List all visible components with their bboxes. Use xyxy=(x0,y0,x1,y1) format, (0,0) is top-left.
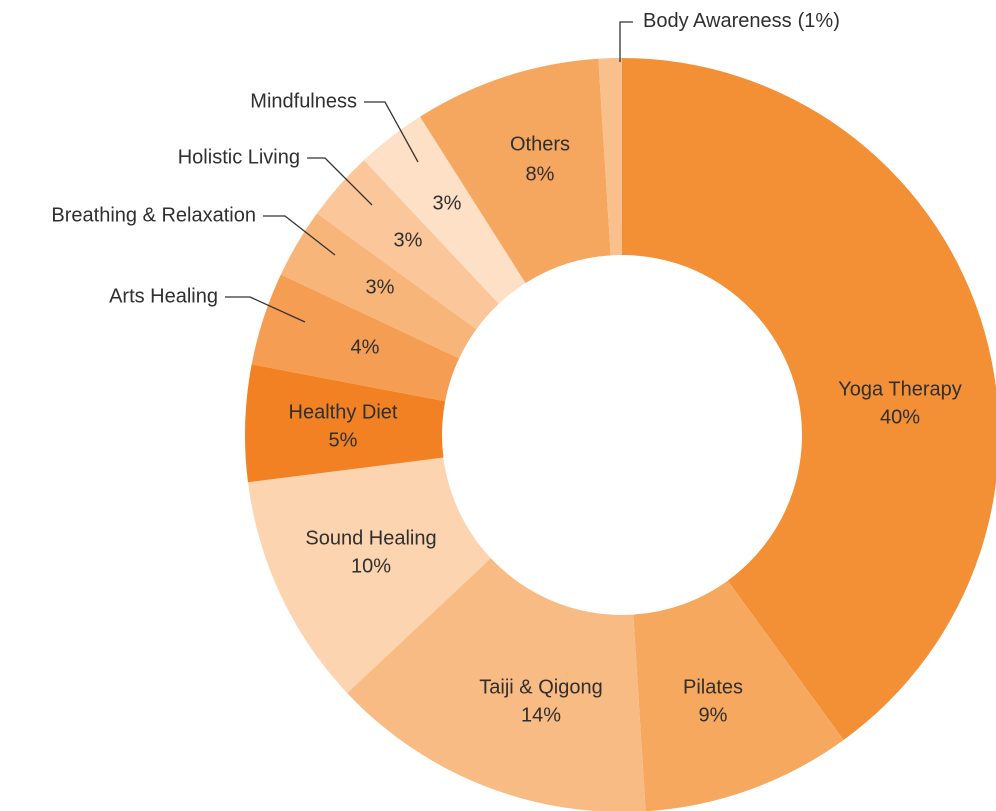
category-label: Others xyxy=(510,133,570,155)
donut-slice xyxy=(251,274,460,402)
leader-line xyxy=(364,101,419,163)
donut-slice xyxy=(598,58,622,256)
value-label: 5% xyxy=(329,429,358,451)
value-label: (1%) xyxy=(798,10,840,32)
value-label: 9% xyxy=(699,704,728,726)
donut-slice xyxy=(622,58,996,740)
value-label: 8% xyxy=(526,163,555,185)
value-label: 40% xyxy=(880,406,920,428)
value-label: 10% xyxy=(351,555,391,577)
donut-slice xyxy=(317,160,499,330)
donut-slice xyxy=(347,558,646,811)
donut-slice xyxy=(363,116,526,304)
value-label: 14% xyxy=(521,704,561,726)
leader-line xyxy=(619,21,633,62)
category-label: Sound Healing xyxy=(305,527,436,549)
leader-line xyxy=(307,157,373,206)
donut-slice xyxy=(245,364,446,483)
category-label: Yoga Therapy xyxy=(838,378,961,400)
donut-slice xyxy=(419,58,611,284)
category-label: Body Awareness xyxy=(643,10,792,32)
value-label: 4% xyxy=(351,336,380,358)
category-label: Mindfulness xyxy=(250,90,357,112)
donut-slice xyxy=(633,580,844,811)
value-label: 3% xyxy=(433,192,462,214)
category-label: Healthy Diet xyxy=(289,401,398,423)
category-label: Arts Healing xyxy=(109,285,218,307)
value-label: 3% xyxy=(366,276,395,298)
category-label: Taiji & Qigong xyxy=(479,676,602,698)
leader-line xyxy=(263,215,336,256)
value-label: 3% xyxy=(394,229,423,251)
donut-slice xyxy=(247,457,491,694)
category-label: Holistic Living xyxy=(178,146,300,168)
leader-line xyxy=(225,296,306,323)
slice-label: Body Awareness (1%) xyxy=(643,10,840,32)
category-label: Pilates xyxy=(683,676,743,698)
donut-slice xyxy=(280,213,477,359)
category-label: Breathing & Relaxation xyxy=(51,204,256,226)
